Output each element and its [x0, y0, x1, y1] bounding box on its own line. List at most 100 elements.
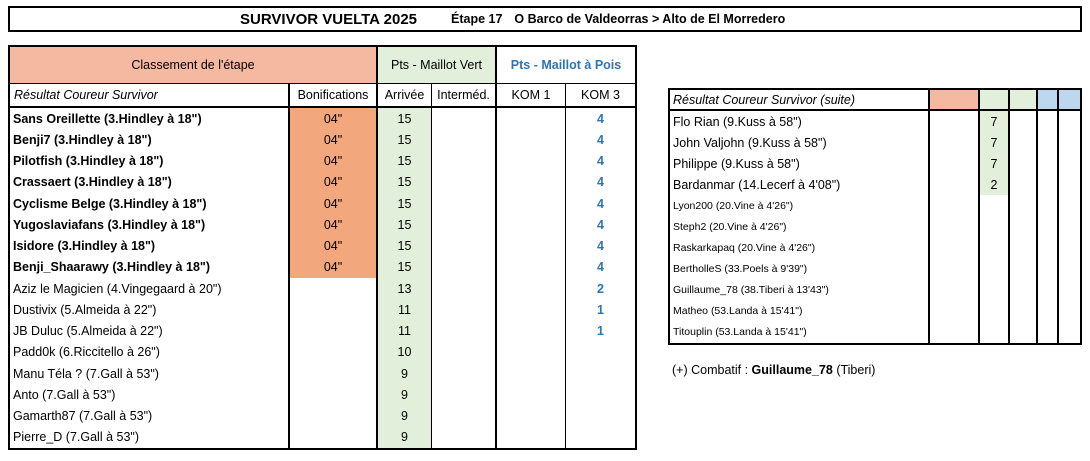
rider-name-cell: JB Duluc (5.Almeida à 22")	[10, 320, 290, 342]
rider-name-cell: Cyclisme Belge (3.Hindley à 18")	[10, 193, 290, 215]
combatif-rider: Guillaume_78	[751, 363, 833, 377]
rider-name-cell: Steph2 (20.Vine à 4'26")	[670, 216, 930, 238]
kom3-points-cell: 2	[597, 281, 604, 296]
kom3-points-cell: 4	[597, 132, 604, 147]
result-column-header: Résultat Coureur Survivor	[10, 84, 290, 108]
arrivee-points-cell: 9	[378, 363, 432, 385]
kom3-column-header: KOM 3	[566, 84, 635, 108]
stage-table: Classement de l'étape Pts - Maillot Vert…	[8, 45, 637, 450]
intermediaire-points-cell	[432, 341, 497, 363]
intermediaire-points-cell	[432, 235, 497, 257]
event-title: SURVIVOR VUELTA 2025	[240, 10, 417, 28]
kom3-points-cell	[1059, 216, 1080, 237]
rider-name-cell: Sans Oreillette (3.Hindley à 18")	[10, 108, 290, 130]
arrivee-points-cell: 15	[378, 235, 432, 257]
intermediaire-points-cell	[432, 299, 497, 321]
arrivee-column-header: Arrivée	[378, 84, 432, 108]
bonification-cell	[930, 195, 980, 217]
kom3-header-cell	[1059, 90, 1080, 111]
rider-name-cell: Pierre_D (7.Gall à 53")	[10, 426, 290, 448]
intermediaire-points-cell	[1010, 279, 1038, 301]
rider-name-cell: Isidore (3.Hindley à 18")	[10, 235, 290, 257]
bonification-cell: 04"	[290, 171, 378, 193]
bonification-cell	[290, 426, 378, 448]
arrivee-points-cell: 9	[378, 405, 432, 427]
kom1-points-cell	[497, 129, 566, 151]
kom3-points-cell	[566, 406, 635, 427]
kom3-points-cell	[1059, 322, 1080, 343]
bonification-cell	[290, 341, 378, 363]
kom1-points-cell	[497, 278, 566, 300]
arrivee-points-cell: 15	[378, 171, 432, 193]
kom1-points-cell	[497, 384, 566, 406]
bonification-cell	[930, 132, 980, 154]
arrivee-points-cell: 10	[378, 341, 432, 363]
arrivee-points-cell	[980, 300, 1010, 322]
kom1-points-cell	[1038, 321, 1059, 343]
intermediaire-points-cell	[432, 363, 497, 385]
kom1-points-cell	[1038, 237, 1059, 259]
title-bar: SURVIVOR VUELTA 2025 Étape 17 O Barco de…	[8, 6, 1082, 32]
intermediaire-header-cell	[1010, 90, 1038, 111]
kom1-points-cell	[497, 256, 566, 278]
arrivee-points-cell	[980, 216, 1010, 238]
kom1-points-cell	[497, 426, 566, 448]
bonification-cell	[930, 279, 980, 301]
kom1-points-cell	[1038, 216, 1059, 238]
bonification-cell	[290, 363, 378, 385]
arrivee-points-cell	[980, 258, 1010, 280]
bonification-cell	[930, 153, 980, 175]
kom1-points-cell	[497, 150, 566, 172]
rider-name-cell: Bardanmar (14.Lecerf à 4'08")	[670, 174, 930, 196]
kom3-points-cell	[1059, 111, 1080, 132]
intermediaire-points-cell	[432, 384, 497, 406]
kom1-points-cell	[1038, 111, 1059, 133]
bonification-cell	[290, 278, 378, 300]
rider-name-cell: BertholleS (33.Poels à 9'39")	[670, 258, 930, 280]
intermediaire-points-cell	[1010, 111, 1038, 133]
arrivee-points-cell: 15	[378, 256, 432, 278]
rider-name-cell: Crassaert (3.Hindley à 18")	[10, 171, 290, 193]
maillot-vert-group-header: Pts - Maillot Vert	[378, 47, 497, 84]
kom3-points-cell	[566, 427, 635, 448]
intermediaire-points-cell	[432, 129, 497, 151]
kom1-points-cell	[497, 108, 566, 130]
kom3-points-cell: 4	[597, 217, 604, 232]
rider-name-cell: Matheo (53.Landa à 15'41")	[670, 300, 930, 322]
arrivee-points-cell: 15	[378, 193, 432, 215]
rider-name-cell: Padd0k (6.Riccitello à 26")	[10, 341, 290, 363]
rider-name-cell: Raskarkapaq (20.Vine à 4'26")	[670, 237, 930, 259]
bonification-cell: 04"	[290, 193, 378, 215]
kom1-points-cell	[497, 214, 566, 236]
bonification-cell	[290, 320, 378, 342]
intermediaire-points-cell	[1010, 174, 1038, 196]
kom1-points-cell	[497, 299, 566, 321]
kom3-points-cell	[1059, 174, 1080, 195]
stage-label: Étape 17	[451, 12, 503, 26]
bonification-cell	[930, 258, 980, 280]
arrivee-points-cell: 13	[378, 278, 432, 300]
arrivee-header-cell	[980, 90, 1010, 111]
intermediaire-points-cell	[432, 108, 497, 130]
kom3-points-cell	[566, 384, 635, 405]
kom1-points-cell	[497, 363, 566, 385]
kom3-points-cell: 4	[597, 111, 604, 126]
kom3-points-cell: 1	[597, 324, 604, 339]
kom3-points-cell	[1059, 153, 1080, 174]
rider-name-cell: Aziz le Magicien (4.Vingegaard à 20")	[10, 278, 290, 300]
bonification-cell: 04"	[290, 214, 378, 236]
kom1-points-cell	[497, 320, 566, 342]
intermediaire-points-cell	[1010, 132, 1038, 154]
kom1-points-cell	[1038, 258, 1059, 280]
intermediaire-points-cell	[432, 426, 497, 448]
bonification-cell	[290, 405, 378, 427]
kom1-points-cell	[1038, 153, 1059, 175]
kom3-points-cell	[1059, 259, 1080, 280]
combatif-note: (+) Combatif : Guillaume_78 (Tiberi)	[672, 363, 875, 377]
intermediaire-points-cell	[1010, 237, 1038, 259]
kom3-points-cell: 1	[597, 302, 604, 317]
bonification-cell: 04"	[290, 108, 378, 130]
intermediaire-points-cell	[432, 320, 497, 342]
intermediaire-points-cell	[1010, 300, 1038, 322]
bonification-cell	[930, 321, 980, 343]
